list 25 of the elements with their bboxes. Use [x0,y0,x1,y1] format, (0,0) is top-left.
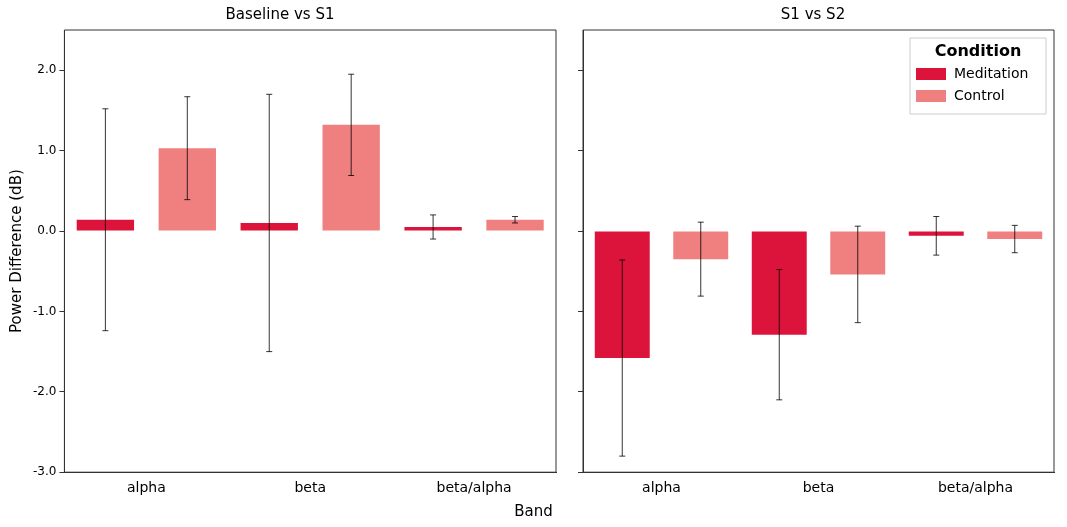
bar [76,219,135,231]
legend-label: Meditation [954,64,1029,81]
bar [322,124,380,231]
y-tick-label: 1.0 [37,142,57,157]
y-tick-label: -3.0 [32,464,57,479]
y-tick-label: -2.0 [32,383,57,398]
x-tick-label: alpha [642,479,681,496]
x-tick-label: beta/alpha [436,479,512,496]
x-axis-title: Band [513,502,554,520]
x-tick-label: beta [802,479,835,496]
y-tick-label: 2.0 [37,62,57,77]
y-tick-label: 0.0 [37,223,57,238]
chart-title: S1 vs S2 [780,4,846,23]
y-axis-title: Power Difference (dB) [6,169,25,333]
chart-title: Baseline vs S1 [225,4,335,23]
x-tick-label: beta [294,479,326,496]
x-tick-label: beta/alpha [937,479,1014,496]
bar [240,222,298,231]
legend-label: Control [954,86,1005,103]
y-tick-label: -1.0 [32,303,57,318]
x-tick-label: alpha [126,479,166,496]
bar [404,226,462,231]
bar [158,148,216,231]
bar [486,219,544,231]
legend-title: Condition [934,41,1022,61]
